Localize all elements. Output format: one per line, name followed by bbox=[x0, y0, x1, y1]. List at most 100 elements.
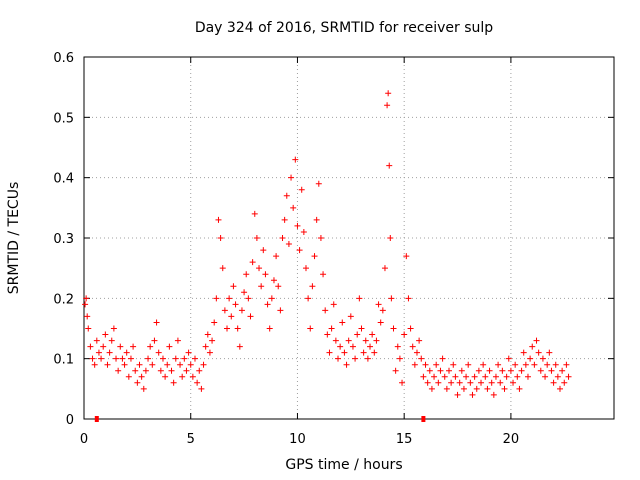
data-point bbox=[317, 235, 324, 241]
data-point bbox=[561, 379, 568, 386]
data-point bbox=[153, 319, 160, 326]
data-point bbox=[452, 373, 459, 380]
data-point bbox=[104, 361, 111, 368]
data-point bbox=[275, 283, 282, 290]
data-point bbox=[396, 355, 403, 362]
data-point bbox=[367, 343, 374, 350]
data-point bbox=[100, 343, 107, 350]
data-point bbox=[428, 385, 435, 392]
data-point bbox=[439, 355, 446, 362]
data-point bbox=[529, 343, 536, 350]
data-point bbox=[565, 373, 572, 380]
data-point bbox=[157, 367, 164, 374]
data-point bbox=[480, 361, 487, 368]
data-point bbox=[556, 385, 563, 392]
data-point bbox=[247, 313, 254, 320]
data-point bbox=[377, 319, 384, 326]
data-point bbox=[125, 373, 132, 380]
data-point bbox=[379, 307, 386, 314]
data-point bbox=[296, 247, 303, 254]
data-point bbox=[238, 307, 245, 314]
data-point bbox=[300, 228, 307, 235]
data-point bbox=[433, 361, 440, 368]
data-point bbox=[179, 373, 186, 380]
data-point bbox=[443, 385, 450, 392]
data-point bbox=[170, 379, 177, 386]
data-point bbox=[113, 355, 120, 362]
data-point bbox=[360, 349, 367, 356]
data-point bbox=[341, 349, 348, 356]
data-point bbox=[149, 361, 156, 368]
data-point bbox=[495, 361, 502, 368]
data-point bbox=[147, 343, 154, 350]
data-point bbox=[384, 102, 391, 109]
data-point bbox=[127, 355, 134, 362]
data-point bbox=[488, 379, 495, 386]
data-point bbox=[458, 367, 465, 374]
data-point bbox=[512, 361, 519, 368]
data-point bbox=[204, 331, 211, 338]
axis-ticks bbox=[83, 56, 614, 420]
data-point bbox=[387, 235, 394, 241]
gap-marker bbox=[421, 416, 426, 422]
data-point bbox=[411, 361, 418, 368]
data-point bbox=[260, 247, 267, 254]
data-point bbox=[544, 361, 551, 368]
data-point bbox=[285, 241, 292, 248]
data-point bbox=[347, 313, 354, 320]
data-point bbox=[277, 307, 284, 314]
data-point bbox=[505, 355, 512, 362]
data-point bbox=[392, 367, 399, 374]
data-point bbox=[388, 295, 395, 302]
data-point bbox=[375, 301, 382, 308]
data-point bbox=[313, 216, 320, 223]
data-point bbox=[305, 295, 312, 302]
data-point bbox=[172, 355, 179, 362]
data-point bbox=[134, 379, 141, 386]
data-point bbox=[484, 385, 491, 392]
data-point bbox=[253, 235, 260, 241]
data-point bbox=[418, 355, 425, 362]
data-point bbox=[213, 295, 220, 302]
data-point bbox=[115, 367, 122, 374]
data-point bbox=[236, 343, 243, 350]
data-point bbox=[266, 325, 273, 332]
data-point bbox=[514, 373, 521, 380]
data-point bbox=[381, 265, 388, 272]
data-point bbox=[159, 355, 166, 362]
data-point bbox=[510, 379, 517, 386]
data-point bbox=[95, 349, 102, 356]
data-point bbox=[87, 343, 94, 350]
data-point bbox=[174, 337, 181, 344]
data-point bbox=[535, 349, 542, 356]
data-point bbox=[290, 204, 297, 211]
y-axis-label: SRMTID / TECUs bbox=[6, 182, 22, 295]
data-point bbox=[407, 325, 414, 332]
data-point bbox=[431, 373, 438, 380]
data-point bbox=[106, 349, 113, 356]
y-tick-label: 0 bbox=[66, 413, 74, 428]
data-point bbox=[320, 271, 327, 278]
data-point bbox=[475, 367, 482, 374]
data-point bbox=[448, 379, 455, 386]
data-point bbox=[546, 349, 553, 356]
data-point bbox=[243, 271, 250, 278]
data-point bbox=[228, 313, 235, 320]
data-point bbox=[446, 367, 453, 374]
data-point bbox=[217, 235, 224, 241]
data-point bbox=[531, 361, 538, 368]
data-point bbox=[454, 391, 461, 398]
data-point bbox=[142, 367, 149, 374]
data-point bbox=[206, 349, 213, 356]
data-point bbox=[469, 391, 476, 398]
data-point bbox=[337, 343, 344, 350]
data-point bbox=[522, 361, 529, 368]
data-point bbox=[221, 307, 228, 314]
data-point bbox=[450, 361, 457, 368]
data-point bbox=[503, 373, 510, 380]
data-point bbox=[354, 331, 361, 338]
data-point bbox=[262, 271, 269, 278]
data-point bbox=[279, 235, 286, 241]
data-point bbox=[507, 367, 514, 374]
